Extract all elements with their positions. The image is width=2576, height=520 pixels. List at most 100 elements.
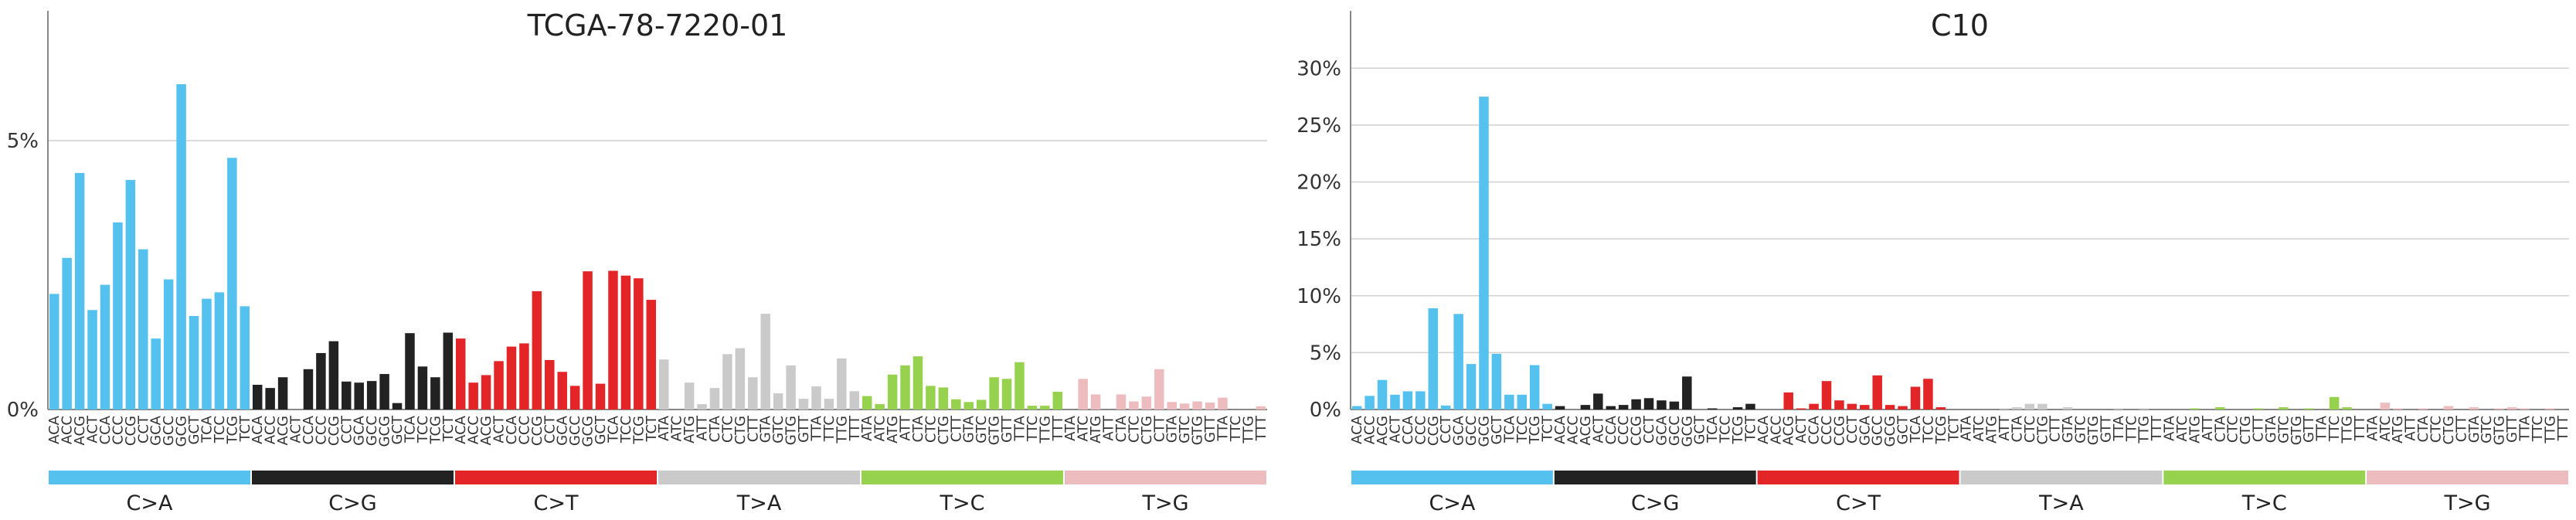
bar — [811, 386, 821, 410]
context-tick-label: CTC — [2428, 416, 2445, 443]
bar — [303, 369, 314, 410]
context-tick-label: TCA — [402, 415, 418, 444]
context-tick-label: GCC — [1667, 416, 1683, 446]
mutation-type-strip — [2163, 471, 2366, 484]
mutation-type-label: T>G — [1141, 491, 1188, 515]
bar — [1517, 394, 1528, 410]
context-tick-label: TCA — [605, 415, 621, 444]
bar — [2024, 403, 2035, 410]
context-tick-label: GTG — [783, 416, 800, 445]
bar — [1428, 308, 1439, 410]
bar — [1402, 391, 1413, 410]
bar — [1783, 392, 1793, 410]
context-tick-label: CCG — [529, 416, 545, 446]
y-tick-label: 5% — [1310, 342, 1341, 365]
context-tick-label: GTG — [1190, 416, 1206, 445]
context-tick-label: TCA — [1704, 415, 1721, 444]
bar — [113, 222, 123, 410]
context-tick-label: TCG — [1933, 416, 1949, 444]
context-tick-label: CCA — [504, 415, 520, 444]
context-tick-label: GCT — [593, 415, 609, 445]
context-tick-label: TTG — [834, 416, 850, 444]
context-tick-label: CTA — [2212, 415, 2228, 442]
bar — [1555, 406, 1565, 410]
mutation-type-label: T>G — [2444, 491, 2491, 515]
context-tick-label: TCT — [237, 415, 253, 443]
context-tick-label: CCT — [135, 415, 151, 444]
bar — [532, 291, 542, 410]
context-tick-label: TCA — [1908, 415, 1924, 444]
context-tick-label: GCA — [1857, 415, 1873, 446]
context-tick-label: TTC — [2326, 416, 2343, 442]
context-tick-label: GTC — [2479, 416, 2495, 444]
bar — [506, 346, 517, 410]
context-tick-label: CTT — [2453, 415, 2469, 442]
context-tick-label: CCT — [1438, 415, 1454, 444]
bar — [900, 365, 910, 410]
context-tick-label: TCC — [415, 416, 431, 444]
context-tick-label: GTG — [2492, 416, 2508, 445]
bar — [926, 386, 936, 410]
context-tick-label: CTT — [1151, 415, 1167, 442]
bar — [1440, 405, 1451, 410]
context-tick-label: TCG — [1730, 416, 1746, 444]
context-tick-label: CCA — [301, 415, 317, 444]
context-tick-label: ACG — [478, 416, 494, 446]
mutation-type-strip — [1351, 471, 1553, 484]
context-tick-label: TTT — [1253, 415, 1269, 441]
mutation-type-label: T>A — [2038, 491, 2084, 515]
bar — [1491, 353, 1502, 410]
context-tick-label: GCC — [567, 416, 583, 446]
bar — [1014, 362, 1025, 410]
bar — [1834, 400, 1844, 410]
context-tick-label: GTA — [2466, 415, 2483, 443]
bar — [1606, 406, 1616, 410]
bar — [837, 358, 847, 410]
context-tick-label: GTT — [1202, 415, 1218, 443]
bar — [1923, 379, 1933, 410]
mutation-type-label: C>T — [1836, 491, 1881, 515]
context-tick-label: TTC — [2530, 416, 2546, 442]
context-tick-label: GCT — [1489, 415, 1505, 445]
bar — [1453, 314, 1463, 410]
context-tick-label: GTA — [758, 415, 774, 443]
bar — [824, 399, 834, 410]
mutation-type-strip — [455, 471, 657, 484]
context-tick-label: ATC — [669, 416, 685, 441]
context-tick-label: GCA — [352, 415, 368, 446]
context-tick-label: CCG — [326, 416, 342, 446]
context-tick-label: CTT — [2048, 415, 2064, 442]
context-tick-label: CTG — [732, 416, 749, 445]
bar — [595, 383, 606, 410]
context-tick-label: ACT — [491, 415, 508, 444]
bar — [392, 403, 403, 410]
context-tick-label: TCT — [644, 415, 660, 443]
context-tick-label: CTT — [948, 415, 964, 442]
context-tick-label: ATG — [2187, 416, 2203, 444]
context-tick-label: ACT — [85, 415, 101, 444]
bar — [1707, 408, 1718, 410]
bar — [328, 341, 339, 410]
bar — [2190, 408, 2200, 410]
bar — [1910, 386, 1921, 410]
chart-panel-1: 0%5%TCGA-78-7220-01ACAACCACGACTCCACCCCCG… — [7, 8, 1269, 515]
bar — [2520, 408, 2530, 410]
context-tick-label: ACC — [466, 416, 482, 444]
bar — [1847, 403, 1857, 410]
context-tick-label: ACT — [1793, 415, 1810, 444]
bar — [49, 294, 59, 410]
bar — [722, 354, 732, 410]
context-tick-label: CCG — [1426, 416, 1442, 446]
context-tick-label: GCA — [1451, 415, 1467, 446]
context-tick-label: TTC — [2123, 416, 2139, 442]
y-tick-label: 10% — [1296, 285, 1341, 308]
bar — [569, 386, 580, 410]
bar — [265, 388, 275, 410]
context-tick-label: CTA — [1113, 415, 1130, 442]
bar — [1192, 401, 1202, 410]
context-tick-label: TCC — [1920, 416, 1936, 444]
context-tick-label: TCT — [1540, 415, 1556, 443]
context-tick-label: TTA — [2314, 415, 2330, 441]
bar — [1682, 376, 1692, 410]
bar — [1078, 379, 1088, 410]
